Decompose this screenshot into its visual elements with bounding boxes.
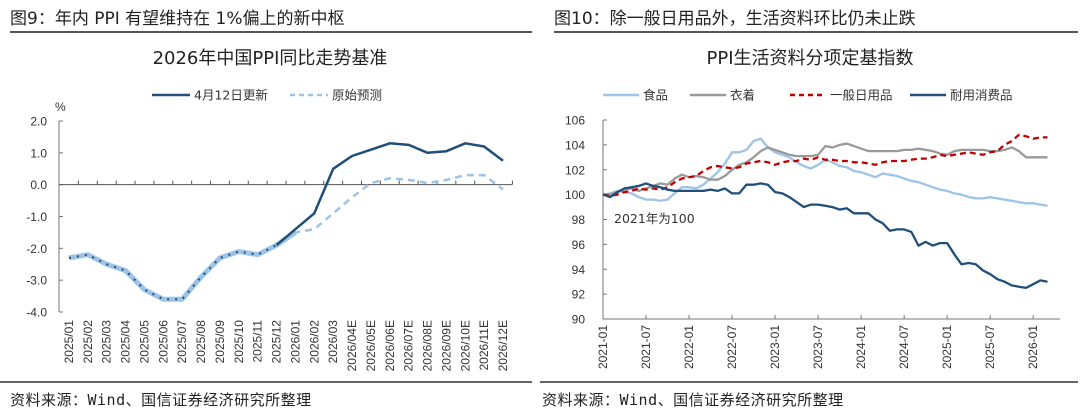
y-tick-label: -2.0 <box>26 242 47 256</box>
y-tick-label: 2.0 <box>30 115 47 129</box>
x-tick-label: 2025/07 <box>175 320 189 364</box>
series-line-daily-goods <box>602 133 1048 198</box>
legend-item: 耐用消费品 <box>910 88 1013 103</box>
x-tick-label: 2026/02 <box>307 320 321 364</box>
x-tick-label: 2025/04 <box>119 320 133 364</box>
top-rule <box>10 31 532 33</box>
series-line-overlap <box>68 230 297 302</box>
figure-9-panel: 图9：年内 PPI 有望维持在 1%偏上的新中枢 2026年中国PPI同比走势基… <box>0 9 532 409</box>
x-tick-label: 2025-01 <box>940 325 954 369</box>
base-year-annotation: 2021年为100 <box>614 211 695 226</box>
y-tick-label: 94 <box>572 263 586 277</box>
legend-item: 4月12日更新 <box>152 88 268 103</box>
x-tick-label: 2026/01 <box>288 320 302 364</box>
x-tick-label: 2025/06 <box>156 320 170 364</box>
x-tick-label: 2026/07E <box>402 320 416 371</box>
x-tick-label: 2026/09E <box>439 320 453 371</box>
x-tick-label: 2025/03 <box>100 320 114 364</box>
y-tick-label: -3.0 <box>26 274 47 288</box>
y-tick-label: -4.0 <box>26 306 47 320</box>
x-tick-label: 2026-01 <box>1026 325 1040 369</box>
y-tick-label: 0.0 <box>30 178 47 192</box>
x-tick-label: 2026/11E <box>477 320 491 371</box>
x-tick-label: 2021-07 <box>639 325 653 369</box>
legend: 4月12日更新 原始预测 <box>152 88 382 103</box>
y-tick-label: 102 <box>565 163 585 177</box>
series-line-updated <box>275 142 504 247</box>
x-tick-label: 2026/04E <box>345 320 359 371</box>
legend-item: 衣着 <box>690 88 755 103</box>
series-line-clothing <box>603 142 1048 196</box>
x-tick-label: 2022-01 <box>682 325 696 369</box>
x-tick-label: 2026/12E <box>496 320 510 371</box>
x-tick-label: 2025-07 <box>983 325 997 369</box>
y-tick-label: 106 <box>565 114 585 128</box>
y-tick-label: 1.0 <box>30 146 47 160</box>
y-tick-label: 96 <box>572 238 586 252</box>
bottom-rule <box>0 381 532 383</box>
legend-label: 耐用消费品 <box>950 88 1013 103</box>
y-tick-label: 104 <box>565 138 585 152</box>
x-tick-label: 2022-07 <box>725 325 739 369</box>
y-axis-unit: % <box>55 100 66 114</box>
legend-label: 食品 <box>643 88 668 103</box>
x-tick-label: 2026/03 <box>326 320 340 364</box>
figure-10-title: 图10：除一般日用品外，生活资料环比仍未止跌 <box>554 9 916 29</box>
legend-item: 原始预测 <box>290 88 382 103</box>
legend: 食品 衣着 一般日用品 耐用消费品 <box>603 88 1013 103</box>
x-tick-label: 2025/08 <box>194 320 208 364</box>
legend-label: 原始预测 <box>332 88 382 103</box>
x-tick-label: 2025/05 <box>137 320 151 364</box>
x-tick-label: 2023-07 <box>811 325 825 369</box>
figure-10-panel: 图10：除一般日用品外，生活资料环比仍未止跌 PPI生活资料分项定基指数 食品 衣… <box>540 0 1080 413</box>
x-tick-label: 2025/12 <box>270 320 284 364</box>
chart-title: PPI生活资料分项定基指数 <box>706 48 914 69</box>
series-line-durables <box>602 182 1048 290</box>
legend-item: 一般日用品 <box>790 88 893 103</box>
x-tick-label: 2025/01 <box>62 320 76 364</box>
x-tick-label: 2024-07 <box>897 325 911 369</box>
x-tick-label: 2025/02 <box>81 320 95 364</box>
x-tick-label: 2026/08E <box>421 320 435 371</box>
x-tick-label: 2026/10E <box>458 320 472 371</box>
y-tick-label: 100 <box>565 188 585 202</box>
y-tick-label: 92 <box>572 288 586 302</box>
x-tick-label: 2026/06E <box>383 320 397 371</box>
legend-label: 一般日用品 <box>830 88 893 103</box>
x-tick-label: 2025/11 <box>251 320 265 363</box>
x-tick-label: 2023-01 <box>768 325 782 369</box>
source-note: 资料来源：Wind、国信证券经济研究所整理 <box>542 391 844 409</box>
ppi-yoy-chart: 4月12日更新 原始预测% 2.0 1.0 0.0 -1.0 -2.0 -3.0 -4.0 202… <box>26 88 513 371</box>
consumer-goods-index-chart: 食品 衣着 一般日用品 耐用消费品 106 104 102 100 98 96 94 92 90 2021… <box>565 88 1060 369</box>
legend-item: 食品 <box>603 88 668 103</box>
bottom-rule <box>540 381 1078 383</box>
x-tick-label: 2026/05E <box>364 320 378 371</box>
legend-label: 衣着 <box>730 88 755 103</box>
x-tick-label: 2025/10 <box>232 320 246 364</box>
series-line-updated-overlap <box>68 228 297 301</box>
x-tick-label: 2021-01 <box>596 325 610 369</box>
chart-title: 2026年中国PPI同比走势基准 <box>152 48 388 69</box>
y-tick-label: -1.0 <box>26 210 47 224</box>
top-rule <box>554 31 1078 33</box>
y-tick-label: 90 <box>572 313 586 327</box>
y-tick-label: 98 <box>572 213 586 227</box>
x-tick-label: 2024-01 <box>854 325 868 369</box>
legend-label: 4月12日更新 <box>194 88 268 103</box>
source-note: 资料来源：Wind、国信证券经济研究所整理 <box>10 391 312 409</box>
x-tick-label: 2025/09 <box>213 320 227 364</box>
figure-9-title: 图9：年内 PPI 有望维持在 1%偏上的新中枢 <box>10 9 345 29</box>
